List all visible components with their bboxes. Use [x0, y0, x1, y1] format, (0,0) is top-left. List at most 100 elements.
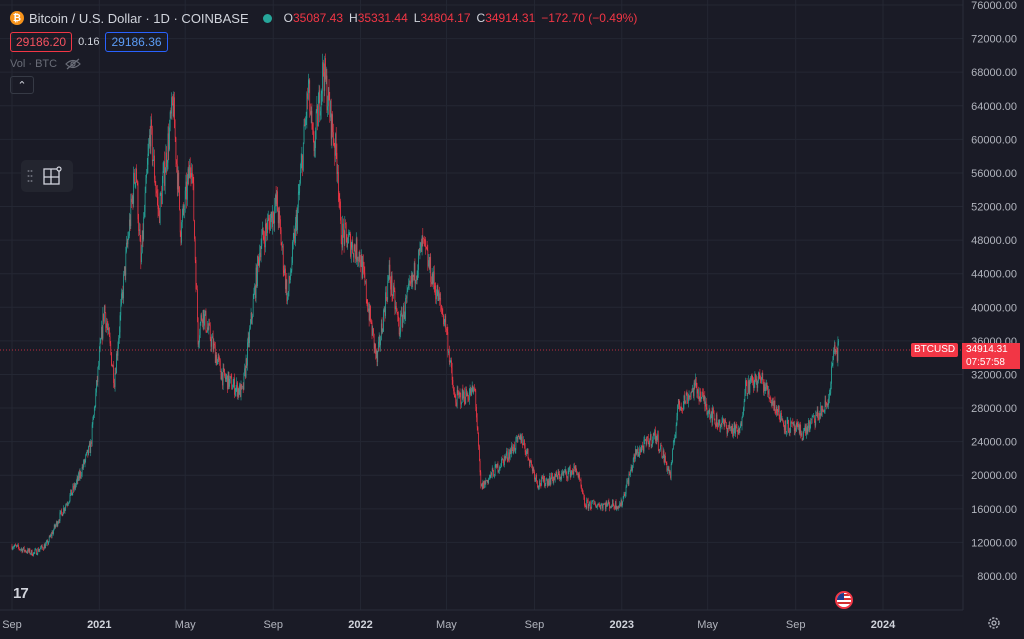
candle-body — [643, 439, 645, 452]
eye-hidden-icon[interactable] — [65, 58, 81, 70]
candle — [11, 543, 13, 550]
candle-body — [526, 448, 528, 452]
volume-label[interactable]: Vol · BTC — [10, 58, 58, 70]
candle — [705, 396, 706, 412]
candle — [417, 264, 419, 281]
candle-body — [421, 242, 422, 253]
candle — [292, 232, 294, 250]
candle-body — [808, 420, 809, 429]
candle-body — [207, 327, 208, 332]
candle-body — [194, 238, 196, 260]
candle-body — [237, 382, 238, 397]
candle-body — [14, 544, 16, 547]
candle — [584, 494, 585, 508]
candle — [554, 474, 556, 483]
candle-body — [393, 285, 394, 297]
drag-handle-icon[interactable] — [27, 169, 33, 183]
candle-body — [703, 395, 705, 400]
candle-body — [552, 478, 554, 483]
candle-body — [30, 553, 31, 554]
candle-body — [796, 422, 798, 427]
candle-body — [122, 292, 124, 299]
candle — [462, 384, 464, 400]
candle — [365, 278, 367, 304]
candle — [209, 318, 210, 327]
candle-body — [557, 475, 558, 479]
candle — [656, 433, 658, 445]
candle — [594, 500, 595, 505]
candle — [530, 458, 532, 463]
buy-button[interactable]: 29186.36 — [105, 32, 168, 52]
candle — [687, 393, 689, 408]
candle — [267, 213, 268, 241]
candle — [820, 402, 822, 419]
sell-button[interactable]: 29186.20 — [10, 32, 73, 52]
candle — [63, 507, 65, 513]
candle-body — [256, 267, 258, 287]
candle — [543, 473, 545, 484]
candle-body — [313, 139, 315, 151]
candle-body — [271, 212, 273, 228]
candle — [352, 236, 354, 254]
collapse-legend-button[interactable]: ⌃ — [10, 76, 34, 94]
drawing-toolbar[interactable] — [21, 160, 73, 192]
candle — [736, 423, 738, 432]
candle-body — [558, 471, 560, 474]
candle-body — [825, 400, 827, 403]
candle — [545, 478, 547, 486]
candle — [378, 332, 380, 348]
candle — [342, 215, 344, 251]
candle-body — [281, 245, 283, 248]
candle — [827, 399, 829, 407]
candle — [285, 265, 286, 293]
market-status-icon[interactable] — [262, 13, 272, 23]
candle — [834, 342, 836, 357]
candle — [790, 417, 792, 434]
candle — [261, 229, 263, 249]
candle — [812, 415, 814, 418]
candle — [192, 164, 193, 184]
gear-icon[interactable] — [987, 616, 1001, 630]
candle-body — [163, 161, 165, 172]
candle — [184, 204, 185, 219]
candle-body — [128, 235, 130, 239]
tradingview-logo[interactable]: 17 — [13, 585, 29, 602]
candle — [569, 465, 570, 472]
candle-body — [499, 467, 501, 468]
candle-body — [161, 183, 163, 205]
candle-body — [511, 445, 512, 454]
candle-body — [209, 323, 210, 326]
candle — [300, 163, 301, 186]
candle — [781, 416, 783, 421]
symbol-title[interactable]: Bitcoin / U.S. Dollar · 1D · COINBASE — [29, 10, 249, 26]
candle-body — [796, 422, 797, 432]
candle-body — [486, 480, 488, 482]
candle-body — [408, 283, 409, 289]
us-flag-icon[interactable] — [835, 591, 853, 609]
candle-body — [451, 360, 452, 369]
candle — [440, 291, 442, 312]
candle — [446, 327, 447, 335]
candle-body — [483, 481, 484, 489]
candle — [640, 447, 641, 455]
candle — [164, 151, 165, 191]
candle-body — [131, 198, 132, 203]
candle — [555, 471, 557, 478]
crosshair-frame-icon[interactable] — [41, 165, 63, 187]
candle-body — [144, 192, 146, 212]
candle — [96, 379, 97, 397]
candle-body — [74, 484, 76, 488]
candle-body — [765, 382, 767, 388]
y-tick-label: 52000.00 — [971, 202, 1017, 214]
candle-body — [230, 376, 232, 377]
candle-body — [57, 523, 59, 527]
candle — [586, 497, 588, 510]
candle — [154, 175, 156, 186]
candle-body — [275, 195, 276, 207]
candle-body — [226, 375, 228, 378]
candle — [765, 379, 767, 391]
candle-body — [470, 389, 472, 396]
candle — [166, 159, 168, 172]
